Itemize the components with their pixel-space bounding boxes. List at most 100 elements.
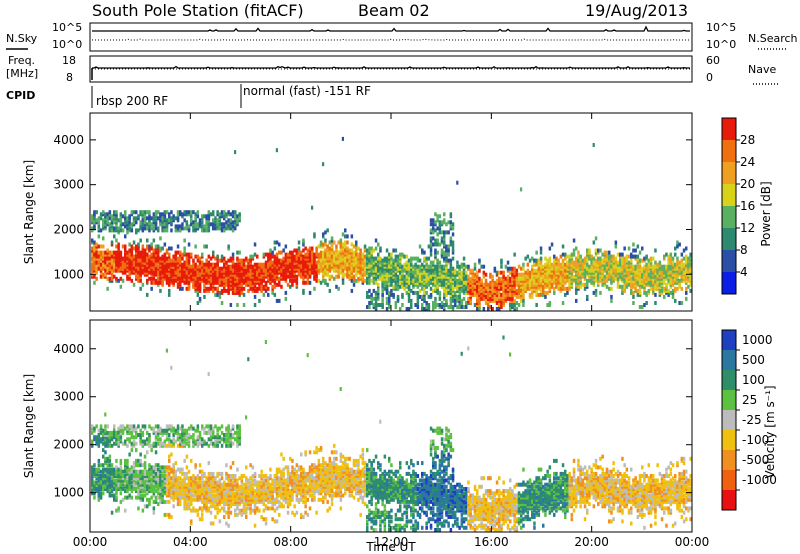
heatmap-cell [685,254,688,259]
heatmap-cell [357,262,360,267]
heatmap-cell [218,278,222,283]
heatmap-cell [434,212,437,217]
heatmap-cell [135,244,138,249]
heatmap-cell [128,478,131,483]
heatmap-cell [258,286,261,291]
heatmap-cell [139,487,142,491]
heatmap-cell [313,276,316,281]
heatmap-cell [163,252,167,257]
heatmap-cell [148,228,151,233]
heatmap-cell [95,210,98,215]
heatmap-cell [502,276,505,281]
heatmap-cell [205,226,208,231]
heatmap-cell [553,262,556,267]
heatmap-cell [124,426,127,431]
heatmap-cell [157,254,160,259]
heatmap-cell [416,290,420,295]
heatmap-cell [128,469,131,474]
heatmap-cell [539,246,543,251]
heatmap-cell [161,491,164,496]
heatmap-cell [264,262,268,267]
heatmap-cell [159,256,162,261]
heatmap-cell [473,278,477,283]
heatmap-cell [271,254,274,259]
heatmap-cell [128,430,131,435]
heatmap-cell [572,248,576,253]
heatmap-cell [564,262,567,267]
heatmap-cell [350,250,354,255]
heatmap-cell [183,262,186,267]
heatmap-cell [143,489,147,494]
heatmap-cell [676,256,679,261]
heatmap-cell [678,242,681,247]
heatmap-cell [449,288,453,293]
heatmap-cell [623,288,626,293]
heatmap-cell [502,292,505,297]
heatmap-cell [368,294,371,299]
heatmap-cell [187,224,191,229]
heatmap-cell [328,274,332,279]
heatmap-cell [599,256,602,261]
heatmap-cell [445,262,448,267]
heatmap-cell [137,424,140,429]
heatmap-cell [513,276,516,281]
heatmap-cell [242,258,246,263]
heatmap-cell [306,262,310,267]
heatmap-cell [678,278,681,283]
heatmap-cell [139,212,142,217]
heatmap-cell [302,270,305,275]
heatmap-cell [445,230,448,235]
heatmap-cell [513,288,516,293]
heatmap-cell [185,220,189,225]
heatmap-cell [124,244,127,249]
noise-panel: N.Sky N.Search 10^5 10^0 10^5 10^0 [6,21,798,52]
heatmap-cell [592,256,596,261]
heatmap-cell [141,493,145,498]
heatmap-cell [216,210,219,215]
heatmap-cell [146,292,149,297]
heatmap-cell [137,489,140,494]
heatmap-cell [282,268,285,273]
heatmap-cell [154,441,158,446]
heatmap-cell [148,474,151,478]
heatmap-cell [447,290,450,295]
heatmap-cell [337,262,340,267]
heatmap-cell [317,262,321,267]
heatmap-cell [152,428,156,433]
heatmap-cell [152,469,156,474]
heatmap-cell [647,288,651,293]
heatmap-cell [143,467,147,472]
heatmap-cell [139,493,142,498]
heatmap-cell [161,246,164,251]
heatmap-cell [139,469,142,474]
heatmap-cell [445,298,448,303]
heatmap-cell [522,294,525,299]
heatmap-cell [522,288,525,293]
heatmap-cell [264,260,268,265]
heatmap-cell [575,290,578,295]
heatmap-cell [128,276,131,281]
heatmap-cell [403,286,406,291]
heatmap-cell [207,286,211,291]
heatmap-cell [522,298,525,303]
heatmap-cell [390,276,393,281]
heatmap-cell [654,248,657,253]
heatmap-cell [99,476,103,481]
heatmap-cell [410,256,413,261]
heatmap-cell [106,482,109,487]
heatmap-cell [447,252,450,257]
heatmap-cell [377,264,380,269]
heatmap-cell [427,268,431,273]
heatmap-cell [106,439,109,444]
heatmap-cell [588,248,591,253]
heatmap-cell [570,260,574,265]
heatmap-cell [113,469,116,474]
heatmap-cell [432,276,435,281]
heatmap-cell [493,294,497,299]
heatmap-cell [231,286,235,291]
heatmap-cell [212,218,215,223]
heatmap-cell [124,234,127,239]
heatmap-cell [121,478,125,483]
heatmap-cell [311,252,314,257]
heatmap-cell [126,250,129,255]
